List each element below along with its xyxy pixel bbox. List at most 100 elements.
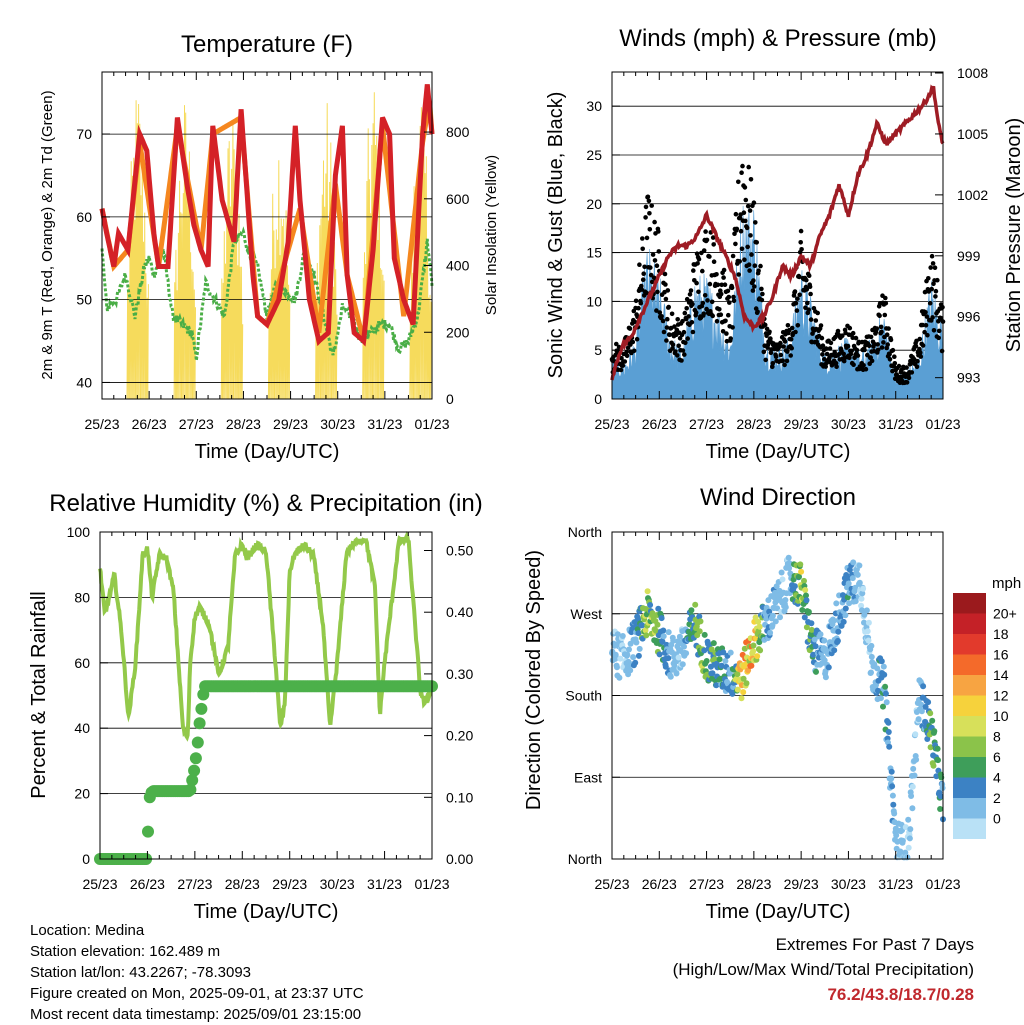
direction-point bbox=[670, 637, 677, 644]
direction-point bbox=[697, 618, 704, 625]
gust-point bbox=[797, 292, 802, 298]
colorbar-tick-label: 12 bbox=[993, 688, 1009, 704]
gust-point bbox=[684, 306, 689, 311]
precip-point bbox=[186, 774, 199, 787]
direction-point bbox=[658, 615, 665, 622]
gust-point bbox=[923, 310, 928, 315]
gust-point bbox=[675, 353, 680, 358]
gust-point bbox=[637, 262, 642, 268]
direction-point bbox=[779, 576, 786, 583]
direction-point bbox=[722, 658, 729, 664]
direction-point bbox=[696, 613, 703, 620]
gust-point bbox=[828, 340, 834, 346]
direction-point bbox=[802, 587, 809, 593]
direction-point bbox=[709, 670, 716, 677]
x-tick-label: 28/23 bbox=[225, 876, 260, 892]
temperature-ylabel: 2m & 9m T (Red, Orange) & 2m Td (Green) bbox=[39, 90, 56, 379]
gust-point bbox=[856, 339, 862, 345]
colorbar-tick-label: 0 bbox=[993, 811, 1001, 827]
colorbar-tick-label: 18 bbox=[993, 626, 1009, 642]
gust-point bbox=[689, 320, 695, 325]
gust-point bbox=[681, 329, 687, 335]
gust-point bbox=[922, 289, 928, 295]
direction-point bbox=[812, 643, 819, 650]
gust-point bbox=[652, 258, 658, 263]
gust-point bbox=[747, 268, 752, 273]
colorbar-swatch bbox=[953, 593, 986, 614]
direction-point bbox=[774, 605, 781, 612]
gust-point bbox=[820, 352, 825, 357]
colorbar-tick-label: 4 bbox=[993, 770, 1001, 786]
gust-point bbox=[705, 298, 710, 303]
gust-point bbox=[795, 296, 800, 302]
gust-point bbox=[789, 325, 795, 331]
direction-point bbox=[663, 641, 670, 648]
gust-point bbox=[879, 345, 885, 350]
direction-point bbox=[878, 658, 885, 665]
gust-point bbox=[751, 200, 757, 205]
x-tick-label: 28/23 bbox=[736, 876, 771, 892]
gust-point bbox=[929, 286, 934, 292]
direction-point bbox=[726, 670, 733, 677]
gust-point bbox=[650, 252, 656, 257]
direction-point bbox=[880, 703, 886, 710]
gust-point bbox=[641, 271, 646, 277]
direction-point bbox=[785, 554, 792, 561]
elevation-text: Station elevation: 162.489 m bbox=[30, 943, 221, 960]
gust-point bbox=[633, 298, 639, 304]
humidity-ylabel: Percent & Total Rainfall bbox=[28, 591, 50, 799]
y2-tick-label: 400 bbox=[446, 258, 470, 274]
direction-point bbox=[934, 745, 941, 752]
direction-point bbox=[750, 642, 757, 649]
gust-point bbox=[822, 356, 827, 362]
direction-point bbox=[842, 612, 849, 619]
direction-point bbox=[930, 762, 937, 769]
y-tick-label: 20 bbox=[586, 196, 602, 212]
direction-point bbox=[907, 826, 914, 833]
temperature-panel: Temperature (F) 40 50 60 70 0 200 400 600 800 2… bbox=[39, 31, 500, 463]
direction-point bbox=[730, 684, 737, 691]
gust-point bbox=[640, 246, 645, 252]
gust-point bbox=[627, 326, 633, 331]
colorbar-swatch bbox=[953, 716, 986, 737]
gust-point bbox=[918, 350, 923, 355]
direction-point bbox=[821, 657, 828, 664]
gust-point bbox=[914, 364, 920, 370]
red-2m-series bbox=[99, 84, 435, 347]
wind-direction-series bbox=[609, 554, 946, 861]
gust-point bbox=[794, 308, 800, 313]
winds-xlabel: Time (Day/UTC) bbox=[706, 441, 851, 463]
colorbar-tick-label: 6 bbox=[993, 749, 1001, 765]
gust-point bbox=[752, 263, 758, 269]
direction-point bbox=[883, 699, 890, 706]
gust-point bbox=[808, 291, 813, 297]
wind-direction-title: Wind Direction bbox=[700, 484, 856, 511]
direction-point bbox=[877, 695, 884, 702]
direction-point bbox=[727, 649, 734, 656]
gust-point bbox=[806, 307, 811, 313]
direction-point bbox=[875, 687, 881, 694]
gust-point bbox=[754, 240, 759, 245]
direction-point bbox=[835, 628, 842, 635]
gust-point bbox=[884, 332, 890, 338]
direction-point bbox=[755, 618, 762, 625]
gust-point bbox=[753, 220, 758, 225]
x-tick-label: 27/23 bbox=[689, 876, 724, 892]
direction-point bbox=[782, 604, 789, 611]
gust-point bbox=[904, 380, 910, 385]
gust-point bbox=[748, 233, 753, 238]
gust-point bbox=[881, 340, 886, 345]
precip-point bbox=[193, 717, 206, 730]
winds-y-ticks: 0 5 10 15 20 25 30 bbox=[586, 98, 620, 407]
gust-point bbox=[850, 330, 856, 336]
direction-point bbox=[786, 560, 793, 567]
direction-point bbox=[786, 565, 793, 572]
gust-point bbox=[892, 354, 897, 360]
x-tick-label: 30/23 bbox=[831, 876, 866, 892]
gust-point bbox=[936, 328, 942, 334]
gust-point bbox=[758, 263, 763, 269]
direction-point bbox=[660, 627, 667, 634]
gust-point bbox=[717, 307, 722, 312]
direction-point bbox=[624, 651, 631, 658]
direction-point bbox=[852, 584, 859, 591]
